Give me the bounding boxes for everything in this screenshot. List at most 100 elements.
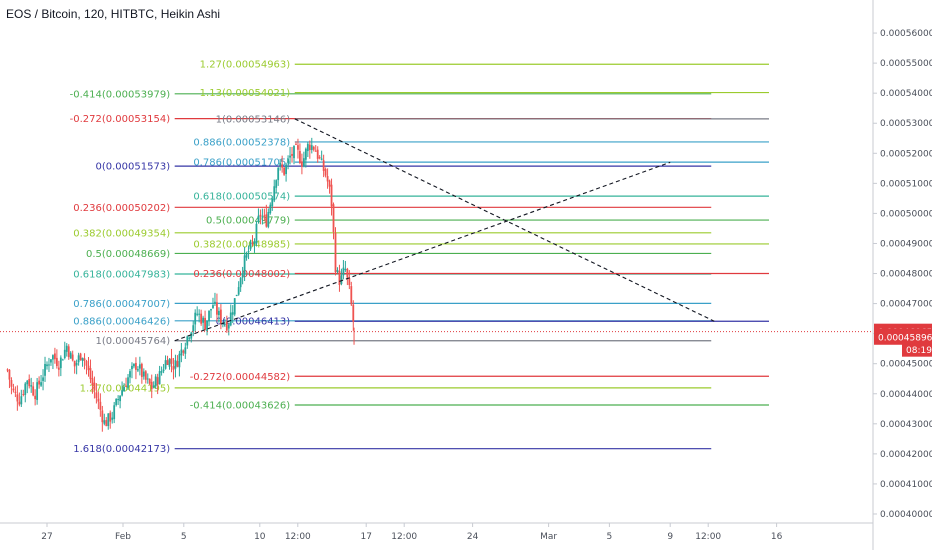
- fib-level-label: -0.414(0.00053979): [70, 89, 171, 100]
- y-tick-label: 0.00056000: [880, 29, 932, 39]
- x-tick-label: 10: [254, 532, 266, 542]
- candle-body: [109, 412, 112, 422]
- candle-body: [63, 349, 66, 359]
- y-tick-label: 0.00043000: [880, 420, 932, 430]
- x-tick-label: 9: [667, 532, 673, 542]
- candle-body: [54, 353, 56, 360]
- candle-body: [36, 382, 39, 400]
- candle-body: [48, 364, 50, 366]
- candle-body: [249, 241, 252, 250]
- fib-level-label: 0.886(0.00046426): [73, 316, 170, 327]
- candle-body: [146, 378, 149, 380]
- candle-body: [162, 369, 165, 372]
- fib-level-label: 0.236(0.00050202): [73, 203, 170, 214]
- candle-body: [91, 378, 94, 385]
- candle-body: [105, 420, 108, 427]
- candle-body: [334, 232, 337, 273]
- candle-body: [182, 350, 185, 353]
- candle-body: [219, 309, 222, 324]
- candle-body: [320, 158, 323, 160]
- candle-body: [346, 268, 349, 278]
- candle-body: [302, 158, 305, 167]
- candle-body: [73, 360, 76, 367]
- candle-body: [154, 376, 157, 387]
- x-tick-label: 12:00: [285, 532, 311, 542]
- candle-body: [285, 164, 287, 175]
- candle-body: [6, 369, 9, 371]
- candle-body: [229, 312, 232, 326]
- candle-body: [316, 149, 319, 159]
- candle-body: [144, 371, 147, 380]
- candle-body: [129, 371, 131, 378]
- candle-body: [113, 405, 116, 420]
- candle-body: [115, 398, 118, 405]
- candle-body: [208, 310, 210, 322]
- candle-body: [50, 359, 52, 363]
- candle-body: [186, 336, 189, 346]
- candle-body: [350, 286, 353, 305]
- fib-level-label: 0.382(0.00048985): [193, 239, 290, 250]
- candle-body: [188, 337, 191, 339]
- candle-body: [184, 347, 187, 354]
- candle-body: [55, 357, 58, 367]
- fib-level-label: 0.618(0.00050574): [193, 192, 290, 203]
- candle-body: [127, 377, 129, 388]
- fib-level-label: 0.786(0.00051705): [193, 158, 290, 169]
- candle-body: [170, 358, 173, 364]
- candle-body: [322, 160, 325, 171]
- candle-body: [107, 413, 110, 426]
- candle-body: [71, 354, 74, 361]
- candle-body: [176, 361, 179, 367]
- fib-level-label: 0(0.00051573): [96, 162, 171, 173]
- candle-body: [79, 353, 82, 361]
- fib-level-label: 0.786(0.00047007): [73, 299, 170, 310]
- candle-body: [314, 150, 317, 152]
- candle-body: [131, 365, 133, 370]
- candle-body: [194, 312, 197, 325]
- candle-body: [271, 198, 274, 207]
- candle-body: [142, 371, 145, 377]
- trendline[interactable]: [174, 161, 671, 342]
- candle-body: [202, 317, 205, 323]
- candle-body: [117, 399, 120, 401]
- candle-body: [200, 313, 203, 324]
- trendline[interactable]: [294, 118, 715, 322]
- candle-body: [318, 157, 321, 159]
- fib-level-label: 0.618(0.00047983): [73, 270, 170, 281]
- x-tick-label: Feb: [115, 532, 131, 542]
- candle-body: [279, 162, 282, 166]
- candle-body: [338, 270, 341, 286]
- candle-body: [306, 143, 309, 152]
- candle-body: [103, 420, 106, 424]
- fib-level-label: 0.5(0.00049779): [206, 216, 290, 227]
- candle-body: [42, 377, 44, 381]
- candle-body: [99, 401, 102, 410]
- candle-body: [95, 392, 98, 399]
- candle-body: [267, 212, 270, 227]
- fib-level-label: 1(0.00053146): [216, 114, 291, 125]
- candle-body: [336, 270, 339, 272]
- candle-body: [257, 215, 260, 222]
- candle-body: [204, 317, 206, 330]
- candle-body: [241, 273, 244, 278]
- last-price-tag: [874, 328, 932, 345]
- countdown-label: 08:19: [906, 346, 932, 356]
- x-tick-label: 16: [771, 532, 783, 542]
- candle-body: [77, 355, 80, 363]
- candle-body: [93, 382, 96, 391]
- candle-body: [178, 353, 181, 368]
- x-tick-label: 17: [360, 532, 371, 542]
- fib-level-label: 0.5(0.00048669): [86, 249, 170, 260]
- last-price-label: 0.00045896: [878, 333, 932, 343]
- y-tick-label: 0.00048000: [880, 270, 932, 280]
- candle-body: [216, 302, 218, 315]
- fib-level-label: -0.414(0.00043626): [190, 400, 291, 411]
- candle-body: [32, 386, 35, 396]
- x-tick-label: Mar: [540, 532, 557, 542]
- x-tick-label: 5: [181, 532, 187, 542]
- y-tick-label: 0.00042000: [880, 450, 932, 460]
- fib-level-label: 0(0.00046413): [216, 317, 291, 328]
- candle-body: [81, 357, 84, 361]
